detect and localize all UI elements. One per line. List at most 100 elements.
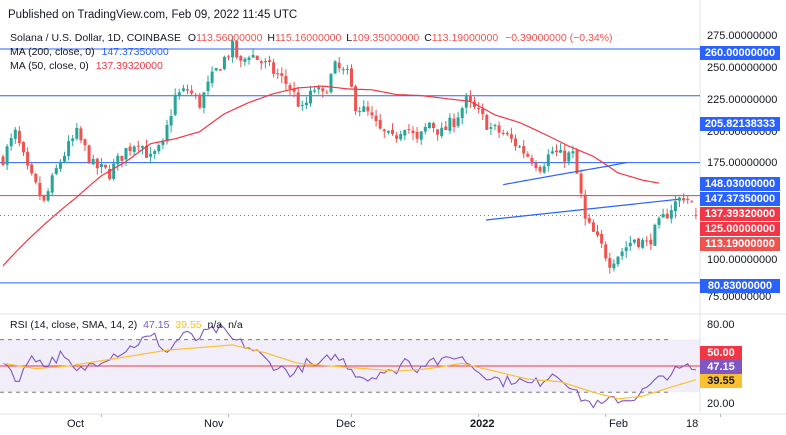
candle — [280, 67, 284, 83]
candle — [596, 224, 599, 238]
candle — [104, 164, 107, 170]
candle — [686, 195, 690, 205]
candle — [436, 129, 440, 141]
rsi-na-2: n/a — [228, 319, 243, 331]
grid-layer — [0, 0, 786, 417]
candle-body — [235, 40, 239, 58]
candle — [542, 163, 546, 174]
candle-body — [1, 156, 5, 165]
candle-body — [620, 251, 624, 257]
candle — [530, 154, 534, 167]
candle — [567, 150, 571, 166]
candle-body — [165, 124, 169, 142]
candle-body — [391, 129, 394, 134]
candle-body — [136, 145, 140, 147]
candle — [177, 88, 181, 100]
high-value: 115.16000000 — [274, 32, 342, 44]
candle-body — [600, 233, 604, 244]
candle-body — [288, 85, 292, 90]
candle-body — [395, 135, 399, 139]
candle-body — [251, 55, 255, 58]
candle-body — [9, 138, 13, 147]
candle — [518, 144, 522, 149]
candle-body — [292, 88, 296, 92]
candle — [526, 151, 530, 158]
candle — [370, 106, 374, 119]
candle — [313, 86, 317, 94]
candle-body — [440, 127, 444, 137]
y-tick-175: 175.00000000 — [707, 157, 778, 169]
candle-body — [231, 40, 235, 58]
candle-body — [669, 210, 673, 219]
candle-body — [518, 146, 522, 148]
candle-body — [497, 125, 501, 133]
candle — [91, 154, 95, 166]
rsi-line — [2, 323, 696, 409]
candle — [255, 55, 259, 61]
candle-body — [571, 151, 575, 154]
candle — [538, 165, 542, 174]
candle — [67, 135, 71, 161]
candle-body — [181, 88, 185, 91]
candle — [669, 204, 673, 224]
candle — [415, 126, 419, 143]
candle — [678, 196, 681, 208]
candle-body — [612, 263, 616, 269]
candle — [641, 238, 645, 249]
candle — [112, 158, 116, 181]
candle — [87, 144, 91, 164]
candle-body — [30, 164, 34, 174]
candle — [563, 144, 567, 169]
candle-body — [477, 107, 481, 109]
candle-body — [628, 242, 632, 247]
candle — [534, 160, 538, 172]
tag-80: 80.83000000 — [700, 279, 780, 293]
ma200-legend[interactable]: MA (200, close, 0) 147.37350000 — [10, 46, 169, 58]
candle — [181, 84, 185, 93]
rsi-legend[interactable]: RSI (14, close, SMA, 14, 2) 47.15 39.55 … — [10, 319, 243, 331]
candle — [399, 130, 403, 141]
candle — [649, 233, 653, 250]
candle — [263, 58, 267, 69]
candle — [296, 86, 300, 108]
ma50-legend[interactable]: MA (50, close, 0) 137.39320000 — [10, 60, 163, 72]
candle-body — [79, 128, 83, 141]
candle — [673, 194, 677, 219]
candle — [304, 96, 308, 110]
tag-260: 260.00000000 — [700, 46, 780, 60]
candle-body — [505, 132, 509, 135]
candle-body — [280, 73, 284, 76]
candle-body — [227, 56, 230, 58]
candle-body — [374, 115, 378, 122]
candle — [247, 55, 251, 65]
candle-body — [432, 123, 435, 128]
ma200-value: 147.37350000 — [101, 46, 169, 58]
candle — [427, 122, 431, 129]
rsi-value: 47.15 — [143, 319, 170, 331]
rsi-pane — [0, 323, 700, 409]
candle-body — [370, 112, 374, 116]
candle — [403, 129, 407, 140]
candle — [382, 128, 386, 139]
candle-body — [567, 152, 571, 162]
candle-body — [673, 201, 677, 212]
candle — [637, 237, 640, 249]
candle-body — [649, 239, 653, 245]
candle — [116, 153, 120, 171]
candle-body — [624, 247, 628, 252]
candle — [550, 146, 554, 155]
candle-body — [161, 140, 165, 145]
candle — [665, 208, 669, 219]
candle-body — [608, 258, 612, 268]
rsi-tag-39: 39.55 — [700, 374, 742, 388]
c-label: C — [424, 32, 432, 44]
candle — [612, 259, 616, 272]
candle — [9, 133, 13, 151]
candle-body — [358, 111, 362, 113]
candle — [284, 69, 288, 91]
candle — [79, 126, 83, 144]
candle — [186, 84, 189, 95]
candle — [350, 64, 353, 88]
candle — [419, 130, 423, 145]
